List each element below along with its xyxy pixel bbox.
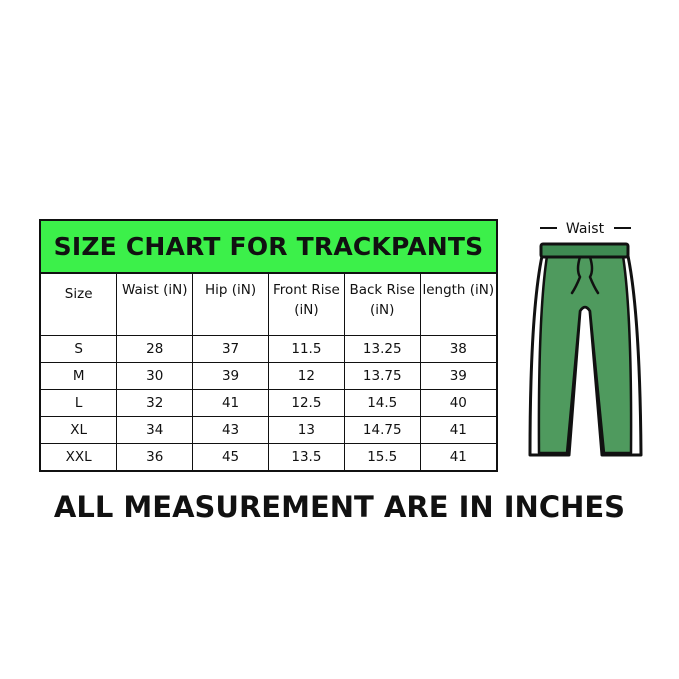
table-cell: 39	[419, 362, 496, 390]
table-cell: 12	[267, 362, 345, 390]
column-header: Size	[41, 274, 118, 336]
table-cell: 37	[192, 335, 269, 363]
table-cell: 36	[116, 443, 194, 470]
trackpants-icon: Waist	[528, 221, 643, 457]
table-cell: 41	[419, 416, 496, 444]
table-cell: L	[41, 389, 118, 417]
size-chart-table: SIZE CHART FOR TRACKPANTS Size Waist (iN)…	[39, 219, 498, 472]
table-cell: 14.75	[343, 416, 421, 444]
column-header: Front Rise (iN)	[267, 274, 345, 336]
table-row: XL 34 43 13 14.75 41	[41, 416, 496, 444]
table-cell: 13.5	[267, 443, 345, 470]
table-row: XXL 36 45 13.5 15.5 41	[41, 443, 496, 470]
column-header: Hip (iN)	[192, 274, 269, 336]
table-cell: XXL	[41, 443, 118, 470]
table-cell: M	[41, 362, 118, 390]
table-cell: 40	[419, 389, 496, 417]
table-cell: 41	[419, 443, 496, 470]
measurement-note: ALL MEASUREMENT ARE IN INCHES	[53, 490, 626, 524]
table-cell: 43	[192, 416, 269, 444]
column-header: Back Rise (iN)	[343, 274, 421, 336]
column-header: Waist (iN)	[116, 274, 194, 336]
table-cell: 38	[419, 335, 496, 363]
table-row: L 32 41 12.5 14.5 40	[41, 389, 496, 417]
table-cell: 39	[192, 362, 269, 390]
table-cell: 45	[192, 443, 269, 470]
table-cell: 13.25	[343, 335, 421, 363]
table-cell: 30	[116, 362, 194, 390]
table-cell: 13.75	[343, 362, 421, 390]
table-cell: 12.5	[267, 389, 345, 417]
table-cell: 15.5	[343, 443, 421, 470]
table-cell: 13	[267, 416, 345, 444]
table-cell: 34	[116, 416, 194, 444]
table-cell: 14.5	[343, 389, 421, 417]
table-row: M 30 39 12 13.75 39	[41, 362, 496, 390]
table-cell: S	[41, 335, 118, 363]
waist-label: Waist	[566, 221, 605, 237]
header-row: Size Waist (iN) Hip (iN) Front Rise (iN) Bac…	[41, 274, 496, 336]
table-cell: 28	[116, 335, 194, 363]
table-cell: 11.5	[267, 335, 345, 363]
column-header: length (iN)	[419, 274, 496, 336]
table-row: S 28 37 11.5 13.25 38	[41, 335, 496, 363]
chart-title: SIZE CHART FOR TRACKPANTS	[41, 221, 496, 274]
table-cell: 41	[192, 389, 269, 417]
table-cell: XL	[41, 416, 118, 444]
table-cell: 32	[116, 389, 194, 417]
